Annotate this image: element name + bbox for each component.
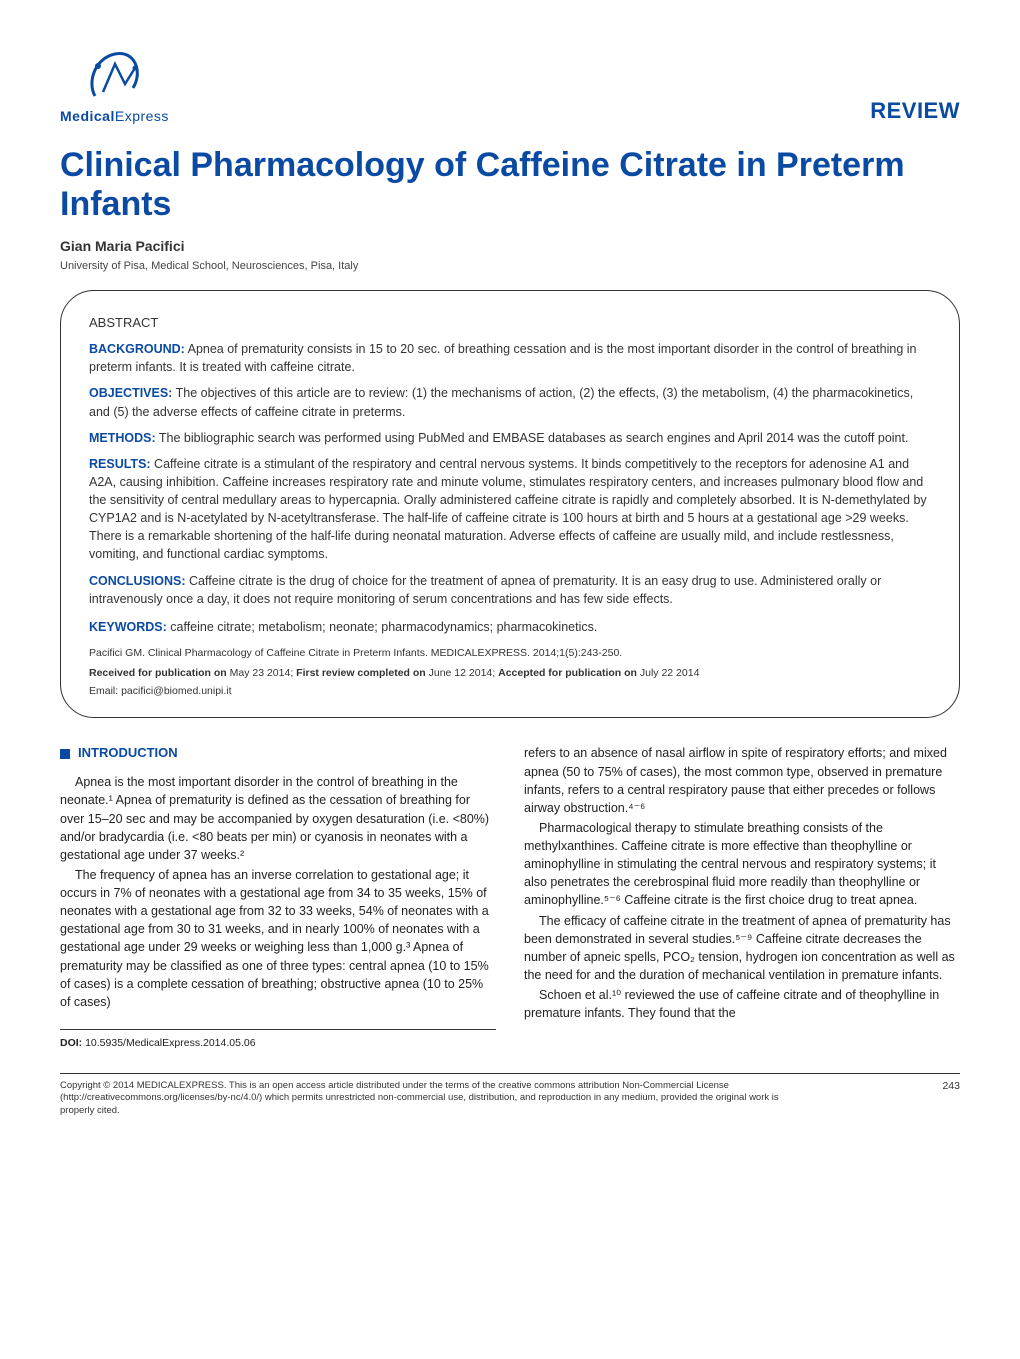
abstract-text: Apnea of prematurity consists in 15 to 2… [89, 342, 917, 374]
keywords-label: KEYWORDS: [89, 620, 167, 634]
abstract-background: BACKGROUND: Apnea of prematurity consist… [89, 340, 931, 376]
section-heading-introduction: INTRODUCTION [60, 744, 496, 763]
body-paragraph: The frequency of apnea has an inverse co… [60, 866, 496, 1011]
abstract-label: CONCLUSIONS: [89, 574, 186, 588]
section-heading-text: INTRODUCTION [78, 744, 178, 763]
body-paragraph: The efficacy of caffeine citrate in the … [524, 912, 960, 985]
abstract-heading: ABSTRACT [89, 315, 931, 330]
logo-emblem-icon [85, 48, 143, 106]
first-review-label: First review completed on [296, 667, 426, 679]
body-paragraph: Apnea is the most important disorder in … [60, 773, 496, 864]
abstract-methods: METHODS: The bibliographic search was pe… [89, 429, 931, 447]
logo-text-right: Express [115, 108, 169, 124]
abstract-box: ABSTRACT BACKGROUND: Apnea of prematurit… [60, 290, 960, 718]
doi-value: 10.5935/MedicalExpress.2014.05.06 [82, 1037, 255, 1049]
abstract-objectives: OBJECTIVES: The objectives of this artic… [89, 384, 931, 420]
abstract-text: The bibliographic search was performed u… [156, 431, 909, 445]
contact-email: Email: pacifici@biomed.unipi.it [89, 685, 931, 697]
author-name: Gian Maria Pacifici [60, 238, 960, 254]
abstract-text: The objectives of this article are to re… [89, 386, 913, 418]
journal-logo: MedicalExpress [60, 48, 169, 124]
abstract-label: METHODS: [89, 431, 156, 445]
first-review-date: June 12 2014; [426, 667, 498, 679]
author-affiliation: University of Pisa, Medical School, Neur… [60, 260, 960, 272]
abstract-label: OBJECTIVES: [89, 386, 172, 400]
page-number: 243 [942, 1080, 960, 1117]
header: MedicalExpress REVIEW [60, 48, 960, 124]
keywords-text: caffeine citrate; metabolism; neonate; p… [167, 620, 598, 634]
abstract-text: Caffeine citrate is the drug of choice f… [89, 574, 881, 606]
logo-text-left: Medical [60, 108, 115, 124]
body-paragraph: Pharmacological therapy to stimulate bre… [524, 819, 960, 910]
abstract-results: RESULTS: Caffeine citrate is a stimulant… [89, 455, 931, 564]
abstract-text: Caffeine citrate is a stimulant of the r… [89, 457, 927, 562]
section-bullet-icon [60, 749, 70, 759]
abstract-label: RESULTS: [89, 457, 151, 471]
left-column: INTRODUCTION Apnea is the most important… [60, 744, 496, 1051]
doi-block: DOI: 10.5935/MedicalExpress.2014.05.06 [60, 1029, 496, 1051]
publication-dates: Received for publication on May 23 2014;… [89, 666, 931, 682]
copyright-text: Copyright © 2014 MEDICALEXPRESS. This is… [60, 1080, 780, 1117]
body-columns: INTRODUCTION Apnea is the most important… [60, 744, 960, 1051]
article-type-label: REVIEW [870, 98, 960, 124]
abstract-conclusions: CONCLUSIONS: Caffeine citrate is the dru… [89, 572, 931, 608]
citation: Pacifici GM. Clinical Pharmacology of Ca… [89, 646, 931, 662]
body-paragraph: refers to an absence of nasal airflow in… [524, 744, 960, 817]
body-paragraph: Schoen et al.¹⁰ reviewed the use of caff… [524, 986, 960, 1022]
right-column: refers to an absence of nasal airflow in… [524, 744, 960, 1051]
doi-label: DOI: [60, 1037, 82, 1049]
article-title: Clinical Pharmacology of Caffeine Citrat… [60, 146, 960, 224]
keywords-line: KEYWORDS: caffeine citrate; metabolism; … [89, 618, 931, 636]
abstract-label: BACKGROUND: [89, 342, 185, 356]
accepted-date: July 22 2014 [637, 667, 699, 679]
accepted-label: Accepted for publication on [498, 667, 637, 679]
logo-text: MedicalExpress [60, 108, 169, 124]
page-footer: Copyright © 2014 MEDICALEXPRESS. This is… [60, 1073, 960, 1117]
received-date: May 23 2014; [227, 667, 296, 679]
received-label: Received for publication on [89, 667, 227, 679]
